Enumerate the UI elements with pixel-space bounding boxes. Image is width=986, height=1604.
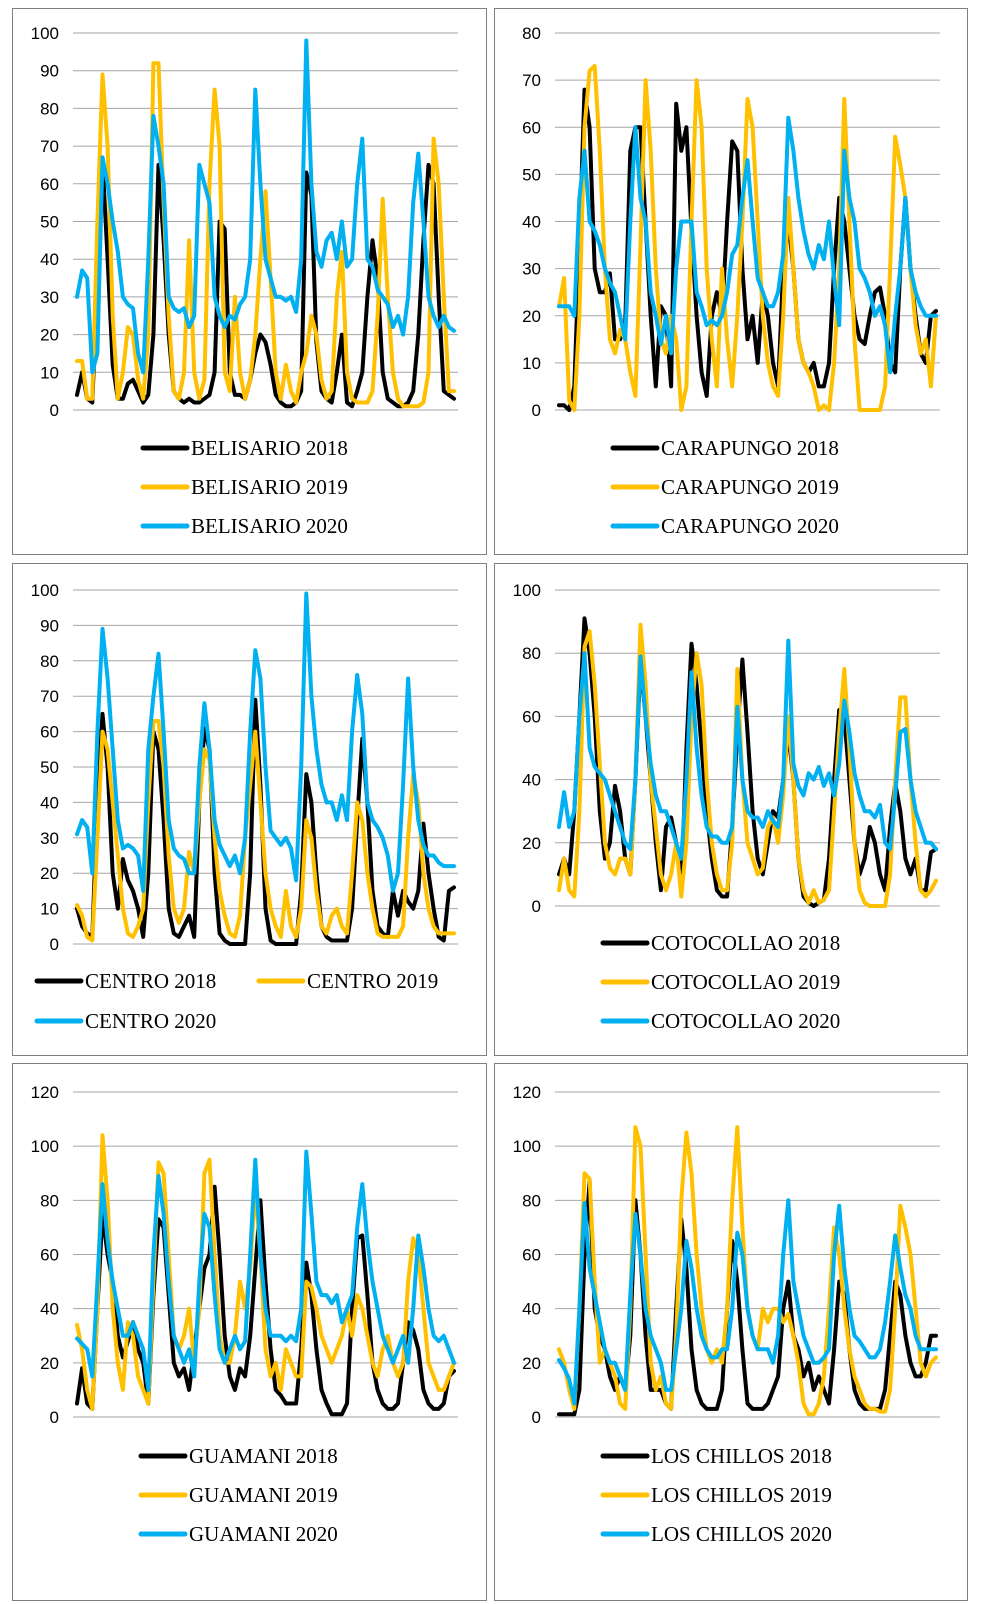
y-tick-label: 100 xyxy=(31,1137,59,1156)
y-tick-label: 100 xyxy=(513,581,541,600)
y-tick-label: 60 xyxy=(522,118,541,137)
y-tick-label: 50 xyxy=(522,165,541,184)
series-line-guamani-2018 xyxy=(75,1184,456,1417)
chart-panel-3: 0 10 20 30 40 50 60 70 80 90 100 CENTRO 2018 CENTRO … xyxy=(12,563,487,1056)
y-tick-label: 50 xyxy=(40,758,59,777)
legend-label: CENTRO 2018 xyxy=(85,969,216,993)
y-tick-label: 20 xyxy=(40,1354,59,1373)
y-tick-label: 20 xyxy=(40,864,59,883)
legend-label: GUAMANI 2018 xyxy=(189,1444,338,1468)
y-tick-label: 80 xyxy=(522,1191,541,1210)
y-tick-label: 10 xyxy=(40,363,59,382)
y-tick-label: 0 xyxy=(50,1408,59,1427)
legend-label: GUAMANI 2020 xyxy=(189,1522,338,1546)
y-tick-label: 10 xyxy=(522,354,541,373)
y-tick-label: 60 xyxy=(522,707,541,726)
chart-panel-2: 0 10 20 30 40 50 60 70 80 CARAPUNGO 2018 CARAPUNGO… xyxy=(494,8,968,555)
legend-label: CENTRO 2020 xyxy=(85,1009,216,1033)
chart-panel-5: 0 20 40 60 80 100 120 GUAMANI 2018 GUAMANI 2019 G… xyxy=(12,1063,487,1601)
y-tick-label: 90 xyxy=(40,616,59,635)
y-tick-label: 0 xyxy=(50,935,59,954)
y-tick-label: 80 xyxy=(40,99,59,118)
y-tick-label: 40 xyxy=(40,250,59,269)
y-tick-label: 60 xyxy=(522,1246,541,1265)
y-tick-label: 40 xyxy=(522,771,541,790)
y-tick-label: 100 xyxy=(31,581,59,600)
y-tick-label: 60 xyxy=(40,723,59,742)
series-line-belisario-2020 xyxy=(75,38,456,375)
series-line-los-chillos-2019 xyxy=(557,1125,938,1417)
y-tick-label: 100 xyxy=(31,24,59,43)
legend-label: CARAPUNGO 2020 xyxy=(661,514,839,538)
legend-label: BELISARIO 2019 xyxy=(191,475,348,499)
chart-svg: 0 20 40 60 80 100 120 GUAMANI 2018 GUAMANI 2019 G… xyxy=(31,1083,458,1546)
legend-label: COTOCOLLAO 2020 xyxy=(651,1009,840,1033)
y-tick-label: 0 xyxy=(50,401,59,420)
legend-label: BELISARIO 2020 xyxy=(191,514,348,538)
y-tick-label: 70 xyxy=(522,71,541,90)
legend-label: LOS CHILLOS 2018 xyxy=(651,1444,832,1468)
y-tick-label: 20 xyxy=(522,307,541,326)
y-tick-label: 120 xyxy=(31,1083,59,1102)
y-tick-label: 0 xyxy=(532,401,541,420)
y-tick-label: 80 xyxy=(40,652,59,671)
series-line-los-chillos-2020 xyxy=(557,1198,938,1406)
chart-svg: 0 20 40 60 80 100 COTOCOLLAO 2018 COTOCOLLAO 20… xyxy=(513,581,940,1033)
series-line-carapungo-2019 xyxy=(557,64,938,412)
y-tick-label: 0 xyxy=(532,1408,541,1427)
series-line-cotocollao-2018 xyxy=(557,616,938,908)
legend-label: LOS CHILLOS 2020 xyxy=(651,1522,832,1546)
y-tick-label: 80 xyxy=(40,1191,59,1210)
y-tick-label: 30 xyxy=(40,829,59,848)
chart-svg: 0 10 20 30 40 50 60 70 80 90 100 CENTRO 2018 CENTRO … xyxy=(31,581,458,1033)
y-tick-label: 70 xyxy=(40,687,59,706)
series-line-cotocollao-2019 xyxy=(557,622,938,908)
legend-label: CARAPUNGO 2019 xyxy=(661,475,839,499)
y-tick-label: 50 xyxy=(40,213,59,232)
y-tick-label: 60 xyxy=(40,175,59,194)
y-tick-label: 80 xyxy=(522,644,541,663)
series-line-carapungo-2020 xyxy=(557,115,938,375)
legend-label: BELISARIO 2018 xyxy=(191,436,348,460)
series-line-centro-2019 xyxy=(75,719,456,943)
chart-panel-4: 0 20 40 60 80 100 COTOCOLLAO 2018 COTOCOLLAO 20… xyxy=(494,563,968,1056)
legend-label: COTOCOLLAO 2019 xyxy=(651,970,840,994)
y-tick-label: 20 xyxy=(40,326,59,345)
y-tick-label: 60 xyxy=(40,1246,59,1265)
y-tick-label: 40 xyxy=(40,1300,59,1319)
y-tick-label: 80 xyxy=(522,24,541,43)
y-tick-label: 40 xyxy=(40,793,59,812)
chart-svg: 0 10 20 30 40 50 60 70 80 90 100 BELISARIO 2018 BELI… xyxy=(31,24,458,538)
y-tick-label: 20 xyxy=(522,1354,541,1373)
y-tick-label: 30 xyxy=(522,260,541,279)
legend-label: CENTRO 2019 xyxy=(307,969,438,993)
y-tick-label: 10 xyxy=(40,900,59,919)
chart-panel-1: 0 10 20 30 40 50 60 70 80 90 100 BELISARIO 2018 BELI… xyxy=(12,8,487,555)
y-tick-label: 90 xyxy=(40,62,59,81)
y-tick-label: 40 xyxy=(522,213,541,232)
series-line-guamani-2020 xyxy=(75,1149,456,1392)
legend-label: COTOCOLLAO 2018 xyxy=(651,931,840,955)
y-tick-label: 70 xyxy=(40,137,59,156)
series-line-belisario-2019 xyxy=(75,61,456,409)
legend-label: LOS CHILLOS 2019 xyxy=(651,1483,832,1507)
legend-label: CARAPUNGO 2018 xyxy=(661,436,839,460)
y-tick-label: 120 xyxy=(513,1083,541,1102)
chart-svg: 0 10 20 30 40 50 60 70 80 CARAPUNGO 2018 CARAPUNGO… xyxy=(522,24,940,538)
series-line-belisario-2018 xyxy=(75,159,456,409)
legend-label: GUAMANI 2019 xyxy=(189,1483,338,1507)
y-tick-label: 20 xyxy=(522,834,541,853)
chart-panel-6: 0 20 40 60 80 100 120 LOS CHILLOS 2018 LOS CHILL… xyxy=(494,1063,968,1601)
series-line-centro-2020 xyxy=(75,591,456,893)
y-tick-label: 0 xyxy=(532,897,541,916)
y-tick-label: 100 xyxy=(513,1137,541,1156)
series-line-cotocollao-2020 xyxy=(557,638,938,861)
y-tick-label: 40 xyxy=(522,1300,541,1319)
y-tick-label: 30 xyxy=(40,288,59,307)
chart-svg: 0 20 40 60 80 100 120 LOS CHILLOS 2018 LOS CHILL… xyxy=(513,1083,940,1546)
